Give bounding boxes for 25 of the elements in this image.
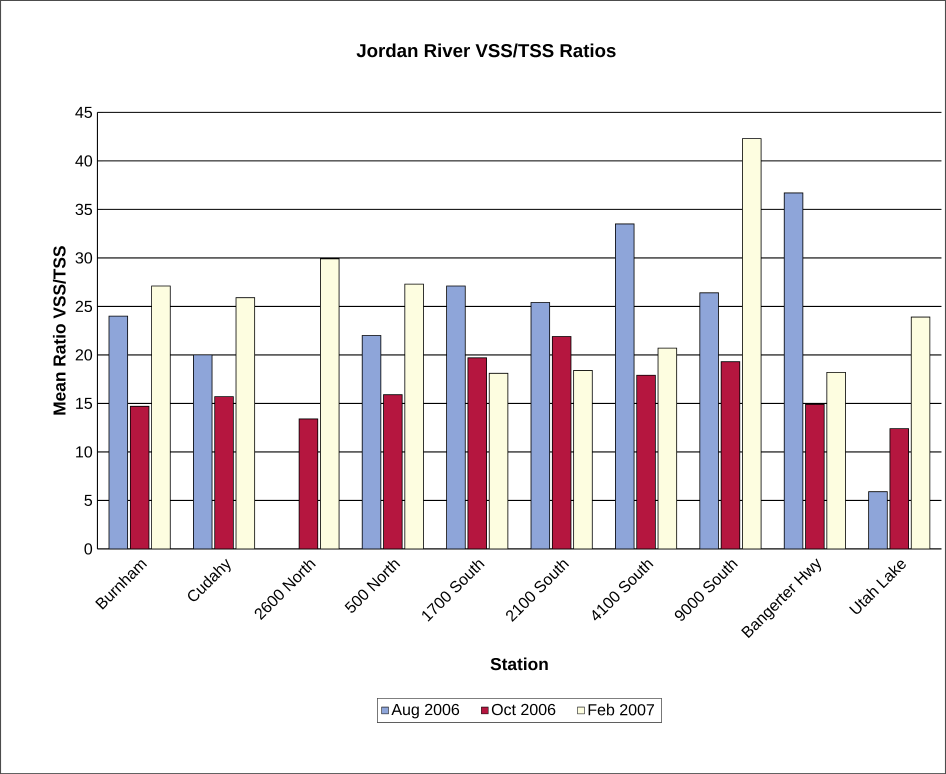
y-tick-label: 0 bbox=[84, 543, 92, 554]
chart-title: Jordan River VSS/TSS Ratios bbox=[356, 43, 616, 58]
legend-label: Feb 2007 bbox=[588, 704, 654, 716]
y-tick-label: 45 bbox=[75, 106, 92, 118]
x-axis-title: Station bbox=[490, 657, 548, 670]
legend-label: Aug 2006 bbox=[391, 704, 460, 718]
y-tick-label: 5 bbox=[84, 494, 92, 506]
y-axis-title: Mean Ratio VSS/TSS bbox=[52, 246, 66, 415]
y-tick-label: 25 bbox=[76, 300, 92, 312]
y-tick-label: 40 bbox=[75, 155, 92, 166]
bar bbox=[868, 491, 888, 549]
bar bbox=[699, 292, 719, 549]
bar bbox=[193, 354, 212, 549]
legend-label: Oct 2006 bbox=[492, 704, 556, 716]
bar bbox=[530, 302, 550, 549]
y-tick-label: 35 bbox=[76, 204, 92, 215]
y-tick-label: 30 bbox=[76, 252, 92, 264]
y-tick-label: 20 bbox=[76, 349, 92, 360]
bar bbox=[446, 286, 466, 549]
bar bbox=[362, 335, 382, 549]
bar bbox=[615, 223, 634, 549]
y-tick-label: 10 bbox=[76, 446, 92, 458]
bar bbox=[784, 192, 804, 549]
y-tick-label: 15 bbox=[76, 398, 92, 409]
bar bbox=[108, 316, 128, 549]
